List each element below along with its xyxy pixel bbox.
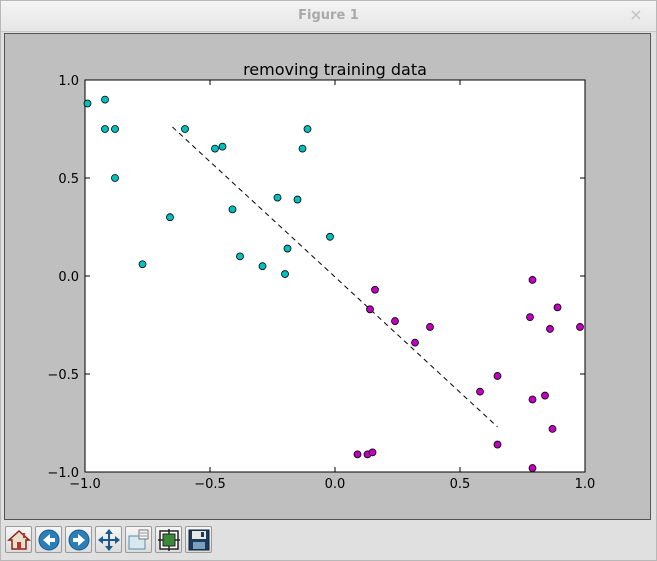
data-point-magenta xyxy=(411,338,419,347)
data-point-magenta xyxy=(553,303,562,312)
data-point-magenta xyxy=(391,317,399,325)
pan-move-icon xyxy=(98,529,120,551)
y-tick-label: −0.5 xyxy=(47,368,79,383)
forward-button[interactable] xyxy=(65,526,92,553)
data-point-cyan xyxy=(181,125,189,133)
back-arrow-icon xyxy=(38,529,60,551)
data-point-magenta xyxy=(493,440,502,449)
back-button[interactable] xyxy=(35,526,62,553)
data-point-magenta xyxy=(426,323,434,331)
data-point-cyan xyxy=(258,262,267,271)
data-point-cyan xyxy=(236,252,244,261)
data-point-magenta xyxy=(371,285,379,294)
data-point-cyan xyxy=(166,213,174,222)
data-point-cyan xyxy=(83,99,92,108)
data-point-cyan xyxy=(303,125,312,133)
data-point-cyan xyxy=(218,142,227,151)
zoom-button[interactable] xyxy=(125,526,152,553)
title-bar[interactable]: Figure 1 × xyxy=(1,1,656,32)
data-point-magenta xyxy=(528,464,537,472)
zoom-rect-icon xyxy=(128,529,149,550)
figure-canvas[interactable]: removing training data −1.0 −0.5 0.0 0.5 1.0… xyxy=(4,33,651,520)
data-point-magenta xyxy=(493,372,502,380)
data-point-cyan xyxy=(293,195,302,204)
x-tick-label: 1.0 xyxy=(575,477,596,492)
data-point-cyan xyxy=(326,232,334,241)
data-point-cyan xyxy=(111,174,119,182)
x-tick-label: −0.5 xyxy=(194,477,226,492)
data-point-magenta xyxy=(528,276,537,284)
decision-boundary-line xyxy=(172,126,498,428)
data-point-magenta xyxy=(546,325,554,333)
subplots-button[interactable] xyxy=(155,526,182,553)
data-point-cyan xyxy=(211,144,219,153)
x-tick-label: 0.0 xyxy=(325,477,346,492)
data-point-cyan xyxy=(101,95,109,104)
data-point-magenta xyxy=(548,424,557,433)
forward-arrow-icon xyxy=(68,529,90,551)
configure-subplots-icon xyxy=(158,529,180,551)
data-point-cyan xyxy=(281,270,289,278)
window-title: Figure 1 xyxy=(298,8,359,23)
home-icon xyxy=(7,529,31,550)
home-button[interactable] xyxy=(5,526,32,553)
save-floppy-icon xyxy=(188,529,210,551)
data-point-cyan xyxy=(138,260,147,269)
data-point-magenta xyxy=(541,391,549,400)
data-point-magenta xyxy=(368,448,377,457)
pan-button[interactable] xyxy=(95,526,122,553)
data-point-cyan xyxy=(111,125,119,133)
data-point-cyan xyxy=(101,125,109,133)
data-point-magenta xyxy=(528,395,537,404)
scatter-chart[interactable]: removing training data −1.0 −0.5 0.0 0.5 1.0… xyxy=(5,34,650,519)
data-point-magenta xyxy=(366,305,374,314)
chart-title: removing training data xyxy=(243,60,427,79)
data-point-magenta xyxy=(576,323,584,331)
x-tick-label: −1.0 xyxy=(69,477,101,492)
close-icon[interactable]: × xyxy=(629,5,643,24)
y-tick-label: 1.0 xyxy=(58,74,79,89)
save-button[interactable] xyxy=(185,526,212,553)
data-point-magenta xyxy=(476,387,484,396)
y-tick-label: 0.5 xyxy=(58,172,79,187)
x-tick-label: 0.5 xyxy=(450,477,471,492)
data-point-cyan xyxy=(298,144,307,153)
data-point-cyan xyxy=(228,205,237,214)
data-point-magenta xyxy=(526,313,534,322)
data-point-cyan xyxy=(273,193,282,202)
data-point-magenta xyxy=(353,450,362,459)
data-point-cyan xyxy=(283,244,292,253)
y-tick-label: −1.0 xyxy=(47,466,79,481)
navigation-toolbar xyxy=(1,523,656,560)
plot-area xyxy=(84,79,586,473)
y-tick-label: 0.0 xyxy=(58,270,79,285)
